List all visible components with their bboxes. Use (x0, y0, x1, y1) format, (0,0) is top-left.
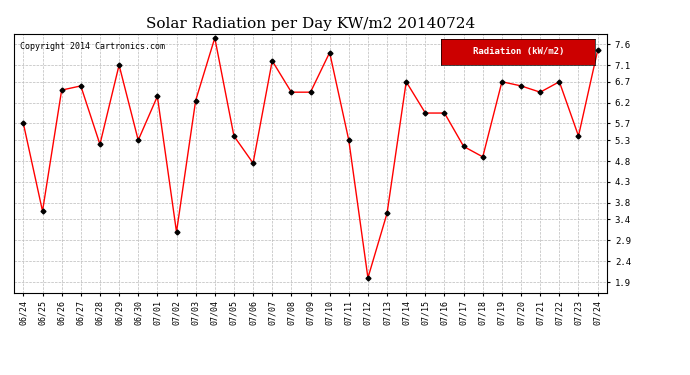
Title: Solar Radiation per Day KW/m2 20140724: Solar Radiation per Day KW/m2 20140724 (146, 17, 475, 31)
Text: Copyright 2014 Cartronics.com: Copyright 2014 Cartronics.com (20, 42, 165, 51)
